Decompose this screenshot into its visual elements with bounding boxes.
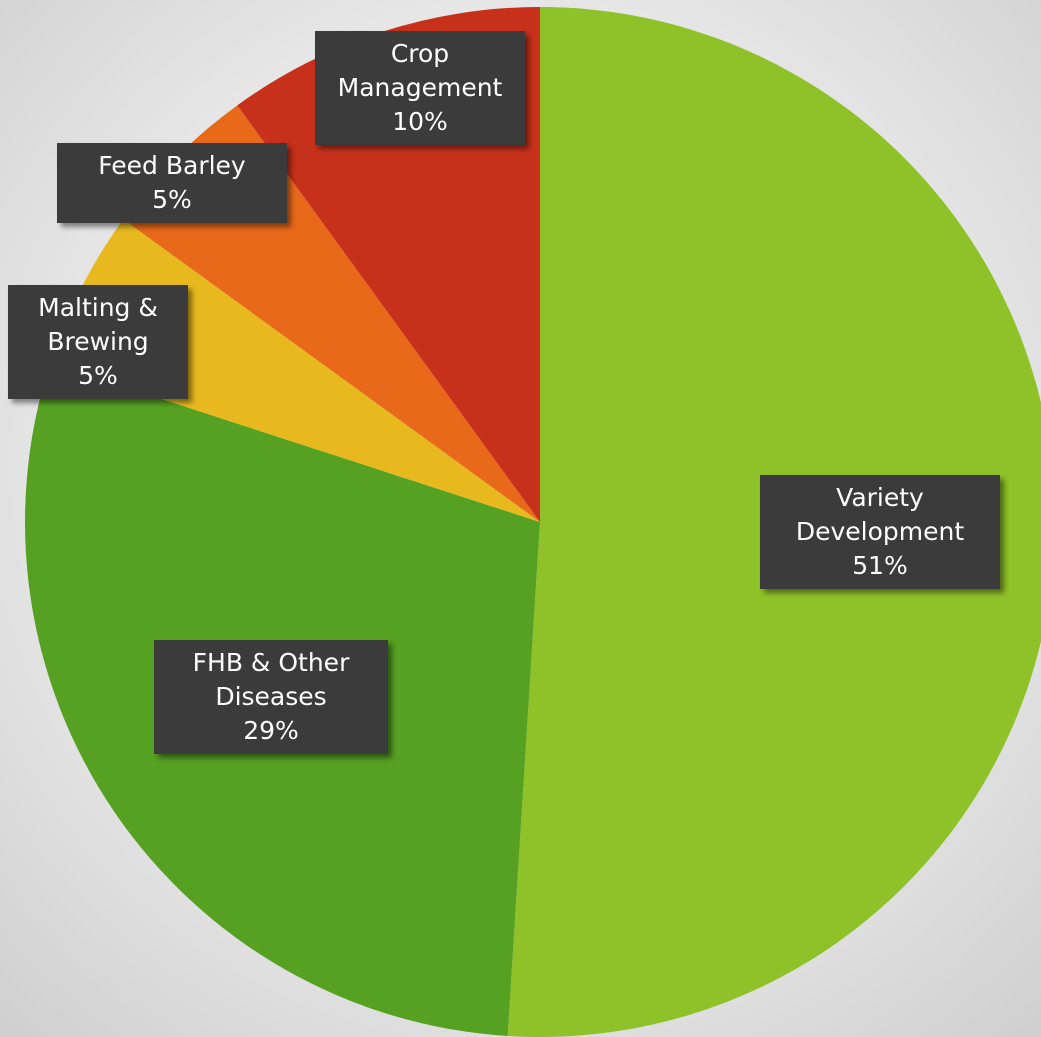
data-label: Feed Barley 5% (57, 143, 287, 223)
data-label: FHB & Other Diseases 29% (154, 640, 388, 754)
data-label: Crop Management 10% (315, 31, 525, 145)
label-name: FHB & Other Diseases (192, 648, 350, 711)
label-name: Malting & Brewing (38, 293, 158, 356)
label-name: Variety Development (795, 483, 965, 546)
label-name: Crop Management (337, 39, 503, 102)
data-label: Variety Development 51% (760, 475, 1000, 589)
label-value: 5% (78, 361, 118, 390)
label-value: 10% (392, 107, 448, 136)
label-value: 5% (152, 185, 192, 214)
label-value: 51% (852, 551, 908, 580)
label-name: Feed Barley (98, 151, 246, 180)
data-label: Malting & Brewing 5% (8, 285, 188, 399)
label-value: 29% (243, 716, 299, 745)
